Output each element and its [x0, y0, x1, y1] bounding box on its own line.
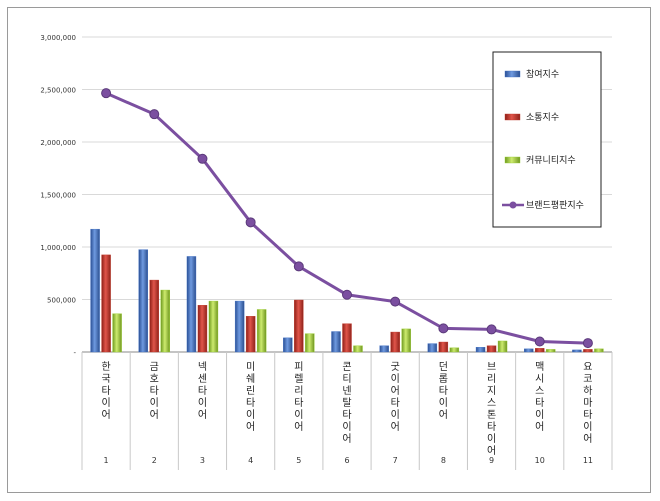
bar: [90, 228, 100, 353]
bar: [149, 279, 159, 353]
category-index: 11: [583, 456, 593, 465]
line-point: [293, 261, 304, 272]
category-index: 7: [393, 456, 398, 465]
line-point: [582, 338, 593, 349]
bar: [245, 316, 256, 353]
bar: [101, 254, 111, 353]
y-tick-label: 2,000,000: [40, 139, 76, 147]
legend-swatch: [504, 156, 521, 164]
category-index: 2: [152, 456, 157, 465]
y-tick-label: 500,000: [47, 297, 76, 305]
category-index: 3: [200, 456, 205, 465]
legend-label: 브랜드평판지수: [526, 200, 584, 211]
bar: [353, 345, 363, 353]
bar: [294, 299, 304, 353]
line-point: [342, 289, 352, 300]
bar: [305, 333, 315, 353]
bar: [401, 328, 411, 353]
bar: [572, 349, 582, 353]
bar: [486, 345, 497, 353]
legend-label: 참여지수: [526, 68, 559, 80]
bar: [208, 300, 219, 353]
bar: [438, 341, 449, 353]
legend-swatch: [504, 113, 521, 121]
category-index: 5: [296, 456, 301, 465]
line-point: [197, 153, 208, 164]
bar: [197, 305, 208, 353]
bar: [160, 289, 170, 353]
line-point: [101, 88, 112, 99]
bar: [256, 309, 267, 353]
legend-marker: [509, 201, 517, 209]
bar: [546, 349, 556, 353]
bar: [524, 348, 534, 353]
legend-box: [492, 51, 602, 228]
y-tick-label: 1,000,000: [40, 244, 76, 252]
bar: [475, 347, 486, 353]
category-index: 1: [104, 456, 109, 465]
line-point: [534, 336, 545, 347]
category-index: 9: [489, 456, 494, 465]
bar: [583, 349, 593, 353]
line-point: [149, 109, 160, 120]
line-point: [438, 323, 449, 334]
y-tick-label: -: [73, 349, 76, 357]
line-point: [486, 324, 497, 335]
bar: [342, 323, 352, 353]
bar: [594, 348, 604, 353]
bar: [283, 337, 293, 353]
bar: [138, 249, 148, 353]
category-index: 6: [344, 456, 349, 465]
bar: [112, 313, 122, 353]
y-tick-label: 3,000,000: [40, 34, 76, 42]
bar: [186, 256, 197, 353]
category-index: 8: [441, 456, 446, 465]
y-tick-label: 2,500,000: [40, 87, 76, 95]
bar: [331, 331, 341, 353]
bar: [379, 345, 389, 353]
category-index: 4: [248, 456, 253, 465]
bar: [497, 340, 508, 353]
bar: [390, 331, 400, 353]
line-point: [390, 296, 401, 307]
legend-label: 소통지수: [526, 112, 559, 123]
bar: [427, 343, 438, 353]
bar: [234, 300, 245, 353]
category-index: 10: [535, 456, 545, 465]
bar: [535, 348, 545, 353]
legend-swatch: [504, 70, 521, 78]
bar: [449, 347, 460, 353]
y-tick-label: 1,500,000: [40, 192, 76, 200]
line-point: [245, 217, 256, 228]
legend-label: 커뮤니티지수: [526, 155, 576, 166]
